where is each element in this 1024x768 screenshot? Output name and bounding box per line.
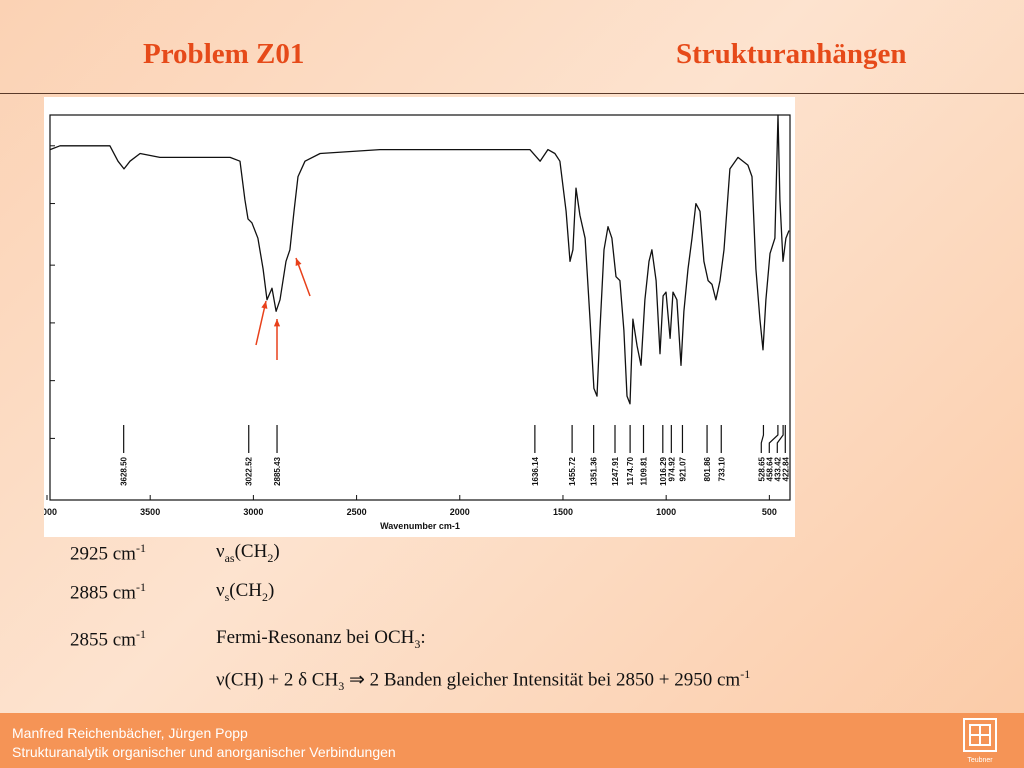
exponent: -1	[135, 541, 146, 555]
peak-label: 801.86	[703, 456, 712, 481]
exponent: -1	[740, 667, 751, 681]
close: )	[273, 541, 280, 562]
text: ν(CH) + 2 δ CH	[216, 669, 339, 691]
band-row: 2855 cm-1	[70, 627, 146, 651]
peak-label: 1351.36	[590, 456, 599, 485]
peak-label: 974.92	[667, 456, 676, 481]
peak-label: 3022.52	[245, 456, 254, 485]
peak-marker	[776, 425, 784, 453]
group-sub: 2	[262, 589, 268, 604]
x-tick-label: 2000	[450, 507, 470, 517]
x-tick-label: 1000	[656, 507, 676, 517]
arrow-head	[295, 258, 302, 266]
peak-label: 422.84	[781, 456, 790, 481]
assignment: νs(CH2)	[216, 580, 274, 605]
peak-marker	[760, 425, 765, 453]
close: :	[420, 627, 426, 648]
close: )	[268, 580, 275, 601]
peak-label: 1247.91	[611, 456, 620, 485]
wavenumber: 2925 cm	[70, 543, 136, 565]
symbol-sub: as	[224, 550, 235, 565]
logo-frame	[963, 718, 997, 752]
x-tick-label: 3500	[140, 507, 160, 517]
peak-label: 733.10	[717, 456, 726, 481]
authors: Manfred Reichenbächer, Jürgen Popp	[12, 725, 248, 741]
x-tick-label: 3000	[243, 507, 263, 517]
peak-label: 1016.29	[659, 456, 668, 485]
wavenumber: 2885 cm	[70, 582, 136, 604]
peak-label: 1174.70	[626, 456, 635, 485]
slide-title: Problem Z01	[143, 38, 305, 70]
footer: Manfred Reichenbächer, Jürgen Popp Struk…	[0, 713, 1024, 768]
peak-label: 921.07	[678, 456, 687, 481]
arrow-head	[273, 319, 281, 327]
arrow-head	[261, 301, 268, 309]
x-tick-label: 4000	[44, 507, 57, 517]
peak-label: 1109.81	[640, 456, 649, 485]
text-sub: 3	[338, 679, 345, 694]
peak-marker	[768, 425, 779, 453]
assignment: Fermi-Resonanz bei OCH3:	[216, 627, 426, 652]
x-tick-label: 500	[762, 507, 777, 517]
peak-label: 458.64	[765, 456, 774, 481]
peak-label: 1455.72	[568, 456, 577, 485]
assignment: νas(CH2)	[216, 541, 280, 566]
x-tick-label: 1500	[553, 507, 573, 517]
header-rule	[0, 93, 1024, 94]
peak-label: 2885.43	[273, 456, 282, 485]
peak-label: 528.65	[757, 456, 766, 481]
x-tick-label: 2500	[347, 507, 367, 517]
x-axis-label: Wavenumber cm-1	[380, 521, 460, 531]
symbol-sub: s	[224, 589, 230, 604]
symbol: ν	[216, 541, 225, 562]
spectrum-line	[49, 114, 790, 405]
symbol: ν	[216, 580, 225, 601]
exponent: -1	[135, 580, 146, 594]
publisher-logo: Teubner	[963, 718, 997, 764]
group: (CH	[229, 580, 262, 601]
slide-topic: Strukturanhängen	[676, 38, 907, 70]
explanation: ν(CH) + 2 δ CH3 ⇒ 2 Banden gleicher Inte…	[216, 667, 750, 694]
peak-label: 433.42	[773, 456, 782, 481]
exponent: -1	[135, 627, 146, 641]
book-title: Strukturanalytik organischer und anorgan…	[12, 744, 396, 760]
wavenumber: 2855 cm	[70, 629, 136, 651]
group: (CH	[234, 541, 268, 562]
text: Fermi-Resonanz bei OCH	[216, 627, 415, 648]
band-row: 2885 cm-1	[70, 580, 146, 604]
arrow	[255, 300, 267, 346]
peak-label: 3628.50	[120, 456, 129, 485]
peak-label: 1636.14	[531, 456, 540, 485]
group-sub: 2	[267, 550, 274, 565]
ir-spectrum: Wavenumber cm-1 4000 3500 3000 2500 2000 1500…	[44, 97, 795, 537]
text-sub: 3	[414, 636, 421, 651]
publisher: Teubner	[967, 757, 993, 764]
plot-frame	[49, 114, 791, 501]
band-row: 2925 cm-1	[70, 541, 146, 565]
rest: ⇒ 2 Banden gleicher Intensität bei 2850 …	[344, 669, 741, 691]
